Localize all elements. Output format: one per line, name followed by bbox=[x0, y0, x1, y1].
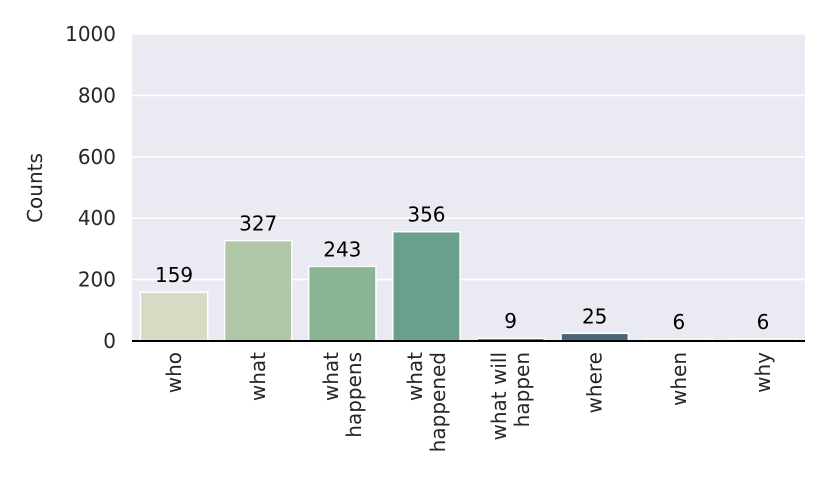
y-tick-labels: 0 200 400 600 800 1000 bbox=[65, 22, 116, 353]
y-tick-label: 400 bbox=[78, 206, 116, 230]
data-label: 159 bbox=[155, 263, 193, 287]
x-tick-label: what bbox=[246, 352, 270, 401]
y-tick-label: 600 bbox=[78, 145, 116, 169]
y-tick-label: 200 bbox=[78, 268, 116, 292]
data-label: 6 bbox=[672, 310, 685, 334]
x-tick-label: when bbox=[667, 352, 691, 406]
y-tick-label: 800 bbox=[78, 83, 116, 107]
data-label: 25 bbox=[582, 304, 607, 328]
y-tick-label: 1000 bbox=[65, 22, 116, 46]
bar bbox=[223, 239, 293, 342]
y-axis-title: Counts bbox=[23, 153, 47, 223]
x-tick-label: what will bbox=[487, 352, 511, 441]
bar bbox=[392, 230, 461, 342]
x-tick-label: happen bbox=[510, 352, 534, 427]
y-tick-label: 0 bbox=[103, 329, 116, 353]
x-tick-label: happens bbox=[342, 352, 366, 438]
data-label: 243 bbox=[323, 237, 361, 261]
x-tick-label: where bbox=[583, 352, 607, 413]
x-tick-label: why bbox=[751, 352, 775, 393]
bar bbox=[307, 265, 377, 342]
x-tick-labels: who what what happens what happened what will h… bbox=[162, 352, 775, 452]
bars bbox=[139, 230, 798, 342]
x-tick-label: what bbox=[403, 352, 427, 401]
x-tick-label: what bbox=[319, 352, 343, 401]
data-label: 6 bbox=[757, 310, 770, 334]
x-tick-label: happened bbox=[426, 352, 450, 452]
bar bbox=[560, 332, 630, 342]
data-label: 327 bbox=[239, 212, 277, 236]
data-labels: 159 327 243 356 9 25 6 6 bbox=[155, 203, 769, 334]
data-label: 356 bbox=[407, 203, 445, 227]
data-label: 9 bbox=[504, 309, 517, 333]
bar bbox=[139, 291, 209, 342]
x-tick-label: who bbox=[162, 352, 186, 393]
